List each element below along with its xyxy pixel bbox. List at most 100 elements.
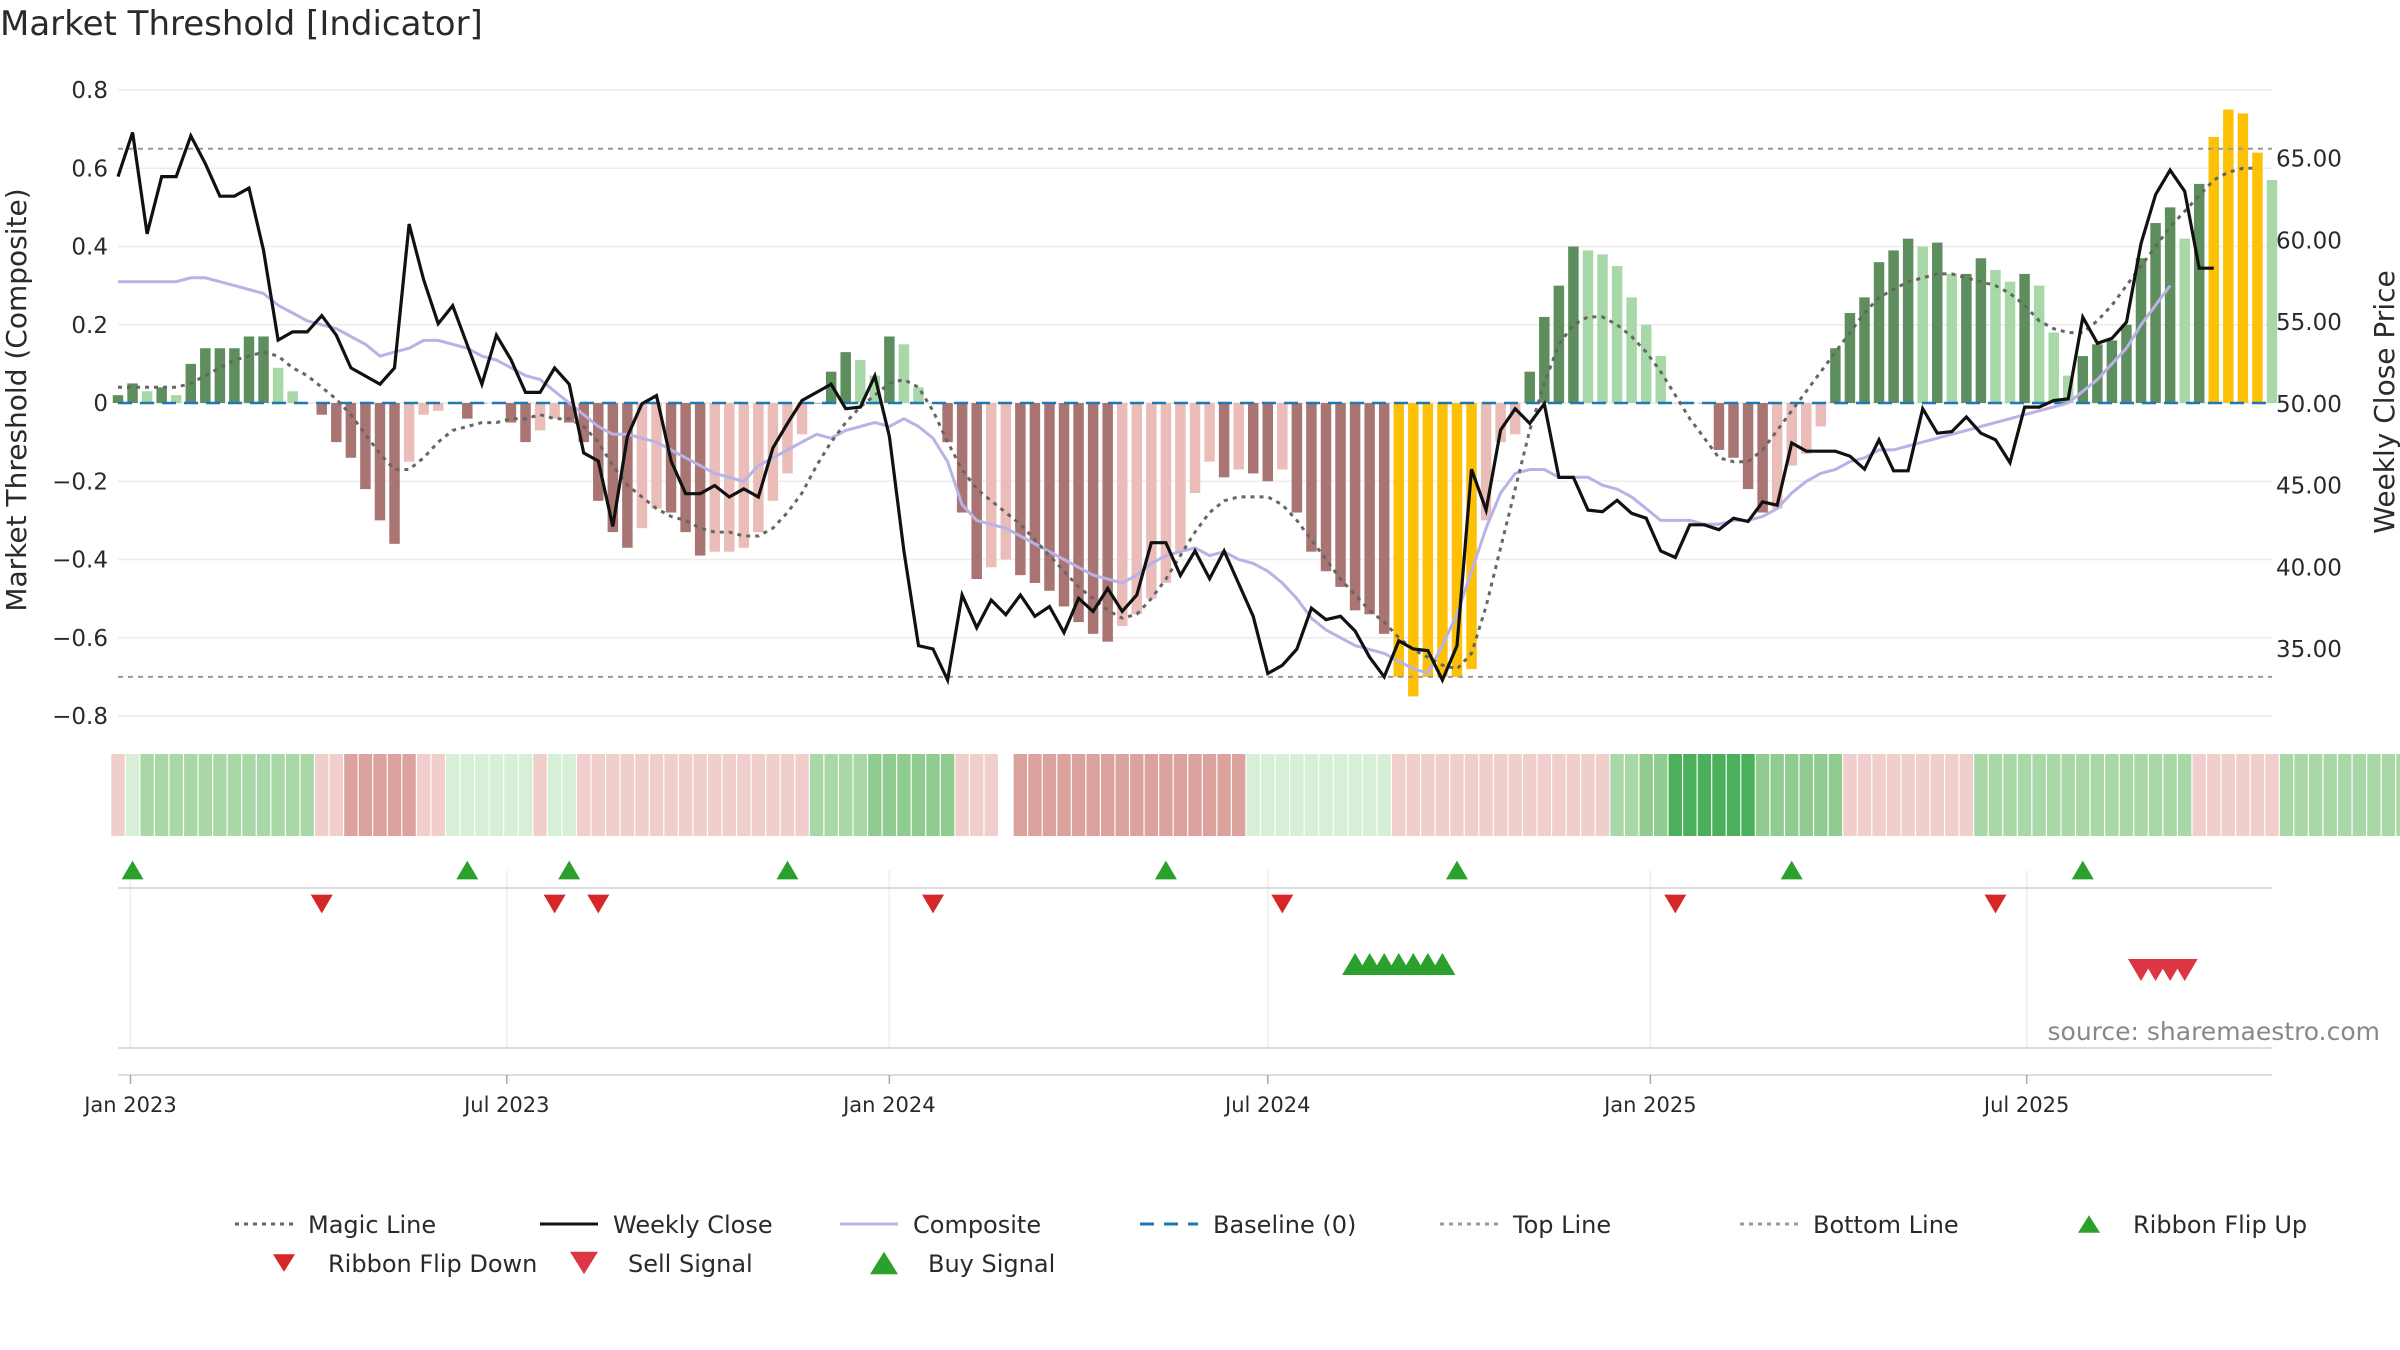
ribbon-cell xyxy=(678,754,693,836)
composite-bar xyxy=(2164,207,2176,403)
legend-item: Weekly Close xyxy=(540,1211,773,1239)
composite-bar xyxy=(2077,356,2089,403)
composite-bar xyxy=(1277,403,1288,470)
ribbon-cell xyxy=(547,754,562,836)
ribbon-cell xyxy=(256,754,271,836)
ribbon-flip-up-marker xyxy=(1445,860,1468,880)
ribbon-cell xyxy=(1377,754,1391,836)
ribbon-cell xyxy=(518,754,533,836)
ribbon-cell xyxy=(2003,754,2017,836)
ribbon-flip-up-marker xyxy=(121,860,144,880)
y2-tick-label: 50.00 xyxy=(2276,392,2342,418)
ribbon-cell xyxy=(2192,754,2206,836)
ribbon-cell xyxy=(315,754,329,836)
ribbon-cell xyxy=(1202,754,1217,836)
ribbon-cell xyxy=(140,754,154,836)
composite-bar xyxy=(1102,403,1113,642)
composite-bar xyxy=(1640,324,1652,403)
composite-bar xyxy=(1524,371,1535,403)
composite-bar xyxy=(360,403,371,490)
ribbon-flip-down-marker xyxy=(543,894,566,914)
x-tick-label: Jan 2023 xyxy=(82,1093,177,1117)
ribbon-cell xyxy=(1785,754,1799,836)
composite-bar xyxy=(243,336,255,403)
composite-bar xyxy=(1961,273,1972,403)
ribbon-cell xyxy=(1464,754,1479,836)
ribbon-cell xyxy=(1231,754,1246,836)
ribbon-cell xyxy=(1028,754,1042,836)
composite-bar xyxy=(840,352,851,403)
composite-bar xyxy=(607,403,619,533)
composite-bar xyxy=(1291,403,1303,513)
ribbon-flip-down-marker xyxy=(1664,894,1687,914)
y2-tick-label: 60.00 xyxy=(2276,228,2342,254)
composite-bar xyxy=(2048,332,2059,403)
composite-bar xyxy=(1175,403,1186,552)
ribbon-cell xyxy=(2163,754,2177,836)
ribbon-cell xyxy=(460,754,474,836)
ribbon-cell xyxy=(1639,754,1653,836)
ribbon-cell xyxy=(111,754,125,836)
composite-bar xyxy=(520,403,531,443)
composite-bar xyxy=(651,403,662,509)
ribbon-cell xyxy=(1668,754,1682,836)
composite-bar xyxy=(1349,403,1361,611)
composite-bar xyxy=(1815,403,1827,427)
legend-item: Ribbon Flip Down xyxy=(273,1250,537,1278)
composite-bar xyxy=(1553,285,1565,403)
x-tick-label: Jan 2025 xyxy=(1602,1093,1697,1117)
ribbon-cell xyxy=(271,754,285,836)
composite-bar xyxy=(2252,152,2263,403)
ribbon-cell xyxy=(1828,754,1843,836)
ribbon-cell xyxy=(533,754,547,836)
composite-bar xyxy=(1670,403,1681,404)
composite-bar xyxy=(2266,179,2278,403)
ribbon-cell xyxy=(373,754,387,836)
ribbon-cell xyxy=(1595,754,1610,836)
legend-swatch xyxy=(273,1254,295,1272)
ribbon-cell xyxy=(242,754,256,836)
composite-bar xyxy=(913,387,924,403)
composite-bar xyxy=(1757,403,1768,513)
composite-bar xyxy=(1422,403,1434,677)
ribbon-cell xyxy=(751,754,766,836)
ribbon-cell xyxy=(1624,754,1639,836)
ribbon-cell xyxy=(1741,754,1755,836)
composite-bar xyxy=(1378,403,1390,634)
ribbon-cell xyxy=(1581,754,1595,836)
composite-bar xyxy=(1801,403,1812,454)
composite-bar xyxy=(869,375,881,403)
ribbon-cell xyxy=(2105,754,2119,836)
ribbon-cell xyxy=(2134,754,2148,836)
composite-bar xyxy=(738,403,750,548)
composite-bar xyxy=(1975,258,1987,403)
ribbon-cell xyxy=(708,754,722,836)
legend-label: Ribbon Flip Down xyxy=(328,1250,537,1278)
ribbon-cell xyxy=(2396,754,2400,836)
composite-bar xyxy=(2179,238,2190,403)
composite-bar xyxy=(2092,344,2103,403)
composite-bar xyxy=(1713,403,1725,450)
composite-bar xyxy=(127,383,138,403)
ribbon-flip-down-marker xyxy=(1271,894,1294,914)
buy-signal-marker xyxy=(1429,952,1456,976)
ribbon-cell xyxy=(693,754,707,836)
ribbon-cell xyxy=(475,754,489,836)
ribbon-cell xyxy=(1552,754,1566,836)
composite-bar xyxy=(1262,403,1274,482)
composite-bar xyxy=(942,403,953,443)
composite-bar xyxy=(1160,403,1172,583)
composite-bar xyxy=(432,403,444,411)
ribbon-cell xyxy=(344,754,358,836)
ribbon-cell xyxy=(635,754,649,836)
composite-bar xyxy=(1029,403,1041,583)
ribbon-cell xyxy=(1275,754,1290,836)
ribbon-cell xyxy=(1071,754,1086,836)
ribbon-cell xyxy=(125,754,140,836)
ribbon-cell xyxy=(955,754,969,836)
ribbon-cell xyxy=(2236,754,2250,836)
ribbon-cell xyxy=(591,754,605,836)
composite-bar xyxy=(1859,297,1870,403)
composite-bar xyxy=(1204,403,1215,462)
composite-bar xyxy=(229,348,240,403)
